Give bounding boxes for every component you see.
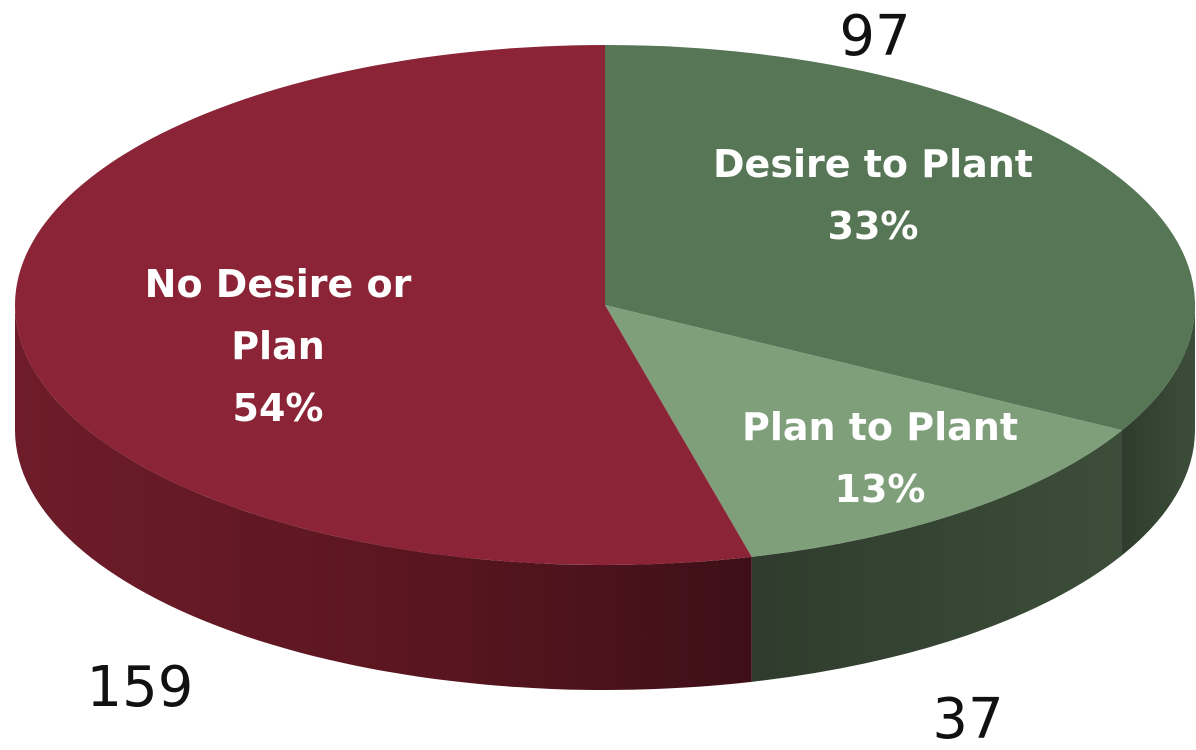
pie-side-plan-to-plant [751,430,1123,682]
count-label-plan-to-plant: 37 [932,687,1003,750]
count-label-no-desire-or-plan: 159 [87,655,194,720]
pie-slice-plan-to-plant [605,305,1123,557]
pie-slice-no-desire-or-plan [14,45,752,565]
slice-label-line: Plan to Plant [742,405,1018,449]
pie-side-layer [15,305,1195,690]
slice-label-desire-to-plant: Desire to Plant 33% [713,142,1033,248]
slice-label-line: 33% [828,204,919,248]
slice-label-line: 54% [233,386,324,430]
slice-label-line: 13% [835,467,926,511]
slice-label-line: Desire to Plant [713,142,1033,186]
pie-label-layer: Desire to Plant 33% Plan to Plant 13% No Des… [87,4,1033,750]
pie-slice-desire-to-plant [605,45,1195,431]
pie-side-desire-to-plant [1122,305,1195,556]
slice-label-line: No Desire or [145,262,412,306]
slice-label-no-desire-or-plan: No Desire or Plan 54% [145,262,412,430]
slice-label-line: Plan [231,324,325,368]
pie-side-no-desire-or-plan [15,305,752,690]
count-label-desire-to-plant: 97 [839,4,910,69]
slice-label-plan-to-plant: Plan to Plant 13% [742,405,1018,511]
pie-top-layer [14,45,1195,565]
